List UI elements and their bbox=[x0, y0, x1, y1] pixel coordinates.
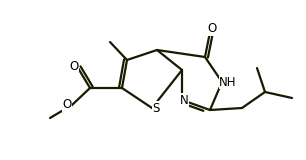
Text: N: N bbox=[180, 93, 188, 107]
Text: O: O bbox=[69, 60, 79, 72]
Text: NH: NH bbox=[219, 76, 237, 88]
Text: S: S bbox=[152, 101, 160, 115]
Text: O: O bbox=[62, 99, 72, 112]
Text: O: O bbox=[207, 23, 217, 36]
